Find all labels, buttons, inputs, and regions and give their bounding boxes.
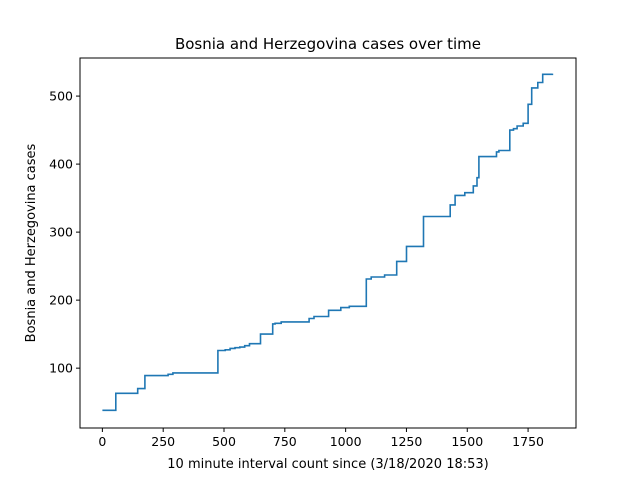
plot-area: [80, 58, 576, 428]
plot-frame: [79, 57, 577, 429]
x-tick-label: 1250: [391, 434, 423, 449]
series-line-cases: [102, 73, 554, 412]
y-axis-label: Bosnia and Herzegovina cases: [24, 143, 39, 342]
x-axis-label: 10 minute interval count since (3/18/202…: [167, 457, 488, 472]
y-tick-label: 100: [49, 361, 73, 376]
x-tick-label: 1500: [451, 434, 483, 449]
x-tick-label: 250: [151, 434, 175, 449]
chart-title: Bosnia and Herzegovina cases over time: [175, 35, 481, 53]
x-axis-ticks: 0 250 500 750 1000 1250 1500 1750: [98, 428, 544, 449]
y-axis-ticks: 100 200 300 400 500: [49, 89, 80, 376]
y-tick-label: 500: [49, 89, 73, 104]
x-tick-label: 1750: [512, 434, 544, 449]
y-tick-label: 200: [49, 293, 73, 308]
y-tick-label: 300: [49, 225, 73, 240]
y-tick-label: 400: [49, 157, 73, 172]
x-tick-label: 750: [273, 434, 297, 449]
x-tick-label: 0: [98, 434, 106, 449]
x-tick-label: 500: [212, 434, 236, 449]
x-tick-label: 1000: [330, 434, 362, 449]
